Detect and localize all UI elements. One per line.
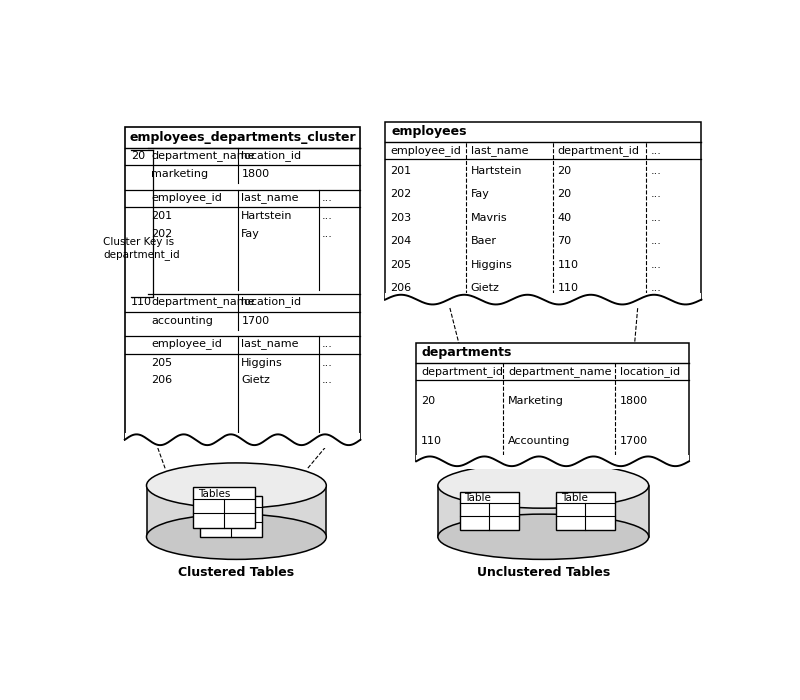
Text: Fay: Fay [242, 229, 260, 239]
Text: ...: ... [322, 211, 333, 221]
Text: ...: ... [650, 283, 662, 293]
Text: 205: 205 [151, 358, 173, 368]
Text: 1700: 1700 [619, 436, 648, 446]
Text: department_id: department_id [421, 366, 503, 377]
FancyBboxPatch shape [386, 122, 702, 300]
Text: Baer: Baer [470, 236, 497, 246]
Text: Higgins: Higgins [470, 260, 513, 270]
Text: 20: 20 [421, 395, 435, 406]
FancyBboxPatch shape [125, 433, 360, 448]
Text: 1800: 1800 [619, 395, 648, 406]
Text: ...: ... [322, 193, 333, 202]
Text: 20: 20 [558, 190, 572, 200]
Text: ...: ... [322, 375, 333, 386]
Text: 206: 206 [390, 283, 411, 293]
Text: location_id: location_id [242, 150, 302, 161]
Text: location_id: location_id [242, 297, 302, 307]
Text: Table: Table [465, 493, 491, 503]
Text: Higgins: Higgins [242, 358, 283, 368]
Text: 110: 110 [131, 297, 152, 307]
Text: ...: ... [650, 260, 662, 270]
Ellipse shape [146, 514, 326, 559]
Text: Clustered Tables: Clustered Tables [178, 566, 294, 579]
Text: 205: 205 [390, 260, 411, 270]
FancyBboxPatch shape [201, 496, 262, 536]
Text: last_name: last_name [242, 193, 299, 203]
Text: Mavris: Mavris [470, 213, 507, 223]
Polygon shape [438, 486, 649, 537]
Polygon shape [146, 486, 326, 537]
Text: department_id: department_id [558, 146, 639, 156]
Text: 20: 20 [558, 166, 572, 176]
Ellipse shape [146, 463, 326, 508]
Text: 20: 20 [131, 150, 145, 160]
Text: ...: ... [650, 166, 662, 176]
Text: department_name: department_name [151, 150, 255, 161]
Text: employees: employees [391, 125, 467, 139]
Text: location_id: location_id [619, 366, 680, 377]
Text: employee_id: employee_id [151, 193, 222, 203]
Text: ...: ... [650, 213, 662, 223]
Text: 110: 110 [421, 436, 442, 446]
Text: employee_id: employee_id [151, 339, 222, 349]
FancyBboxPatch shape [193, 487, 255, 528]
Text: Unclustered Tables: Unclustered Tables [477, 566, 610, 579]
Text: marketing: marketing [151, 169, 209, 179]
Text: 110: 110 [558, 283, 578, 293]
Text: ...: ... [650, 190, 662, 200]
Ellipse shape [438, 463, 649, 508]
Text: last_name: last_name [242, 339, 299, 349]
Text: ...: ... [322, 339, 333, 349]
Text: Gietz: Gietz [242, 375, 270, 386]
Text: 202: 202 [151, 229, 173, 239]
Text: Tables: Tables [198, 489, 230, 498]
Text: Marketing: Marketing [508, 395, 564, 406]
Text: department_name: department_name [151, 297, 255, 307]
Text: ...: ... [650, 146, 662, 156]
FancyBboxPatch shape [125, 127, 360, 440]
Text: Hartstein: Hartstein [242, 211, 293, 221]
Text: department_name: department_name [508, 366, 611, 377]
Text: Gietz: Gietz [470, 283, 500, 293]
FancyBboxPatch shape [386, 293, 702, 307]
Text: last_name: last_name [470, 146, 528, 156]
Text: 202: 202 [390, 190, 411, 200]
Text: 40: 40 [558, 213, 572, 223]
FancyBboxPatch shape [416, 343, 689, 461]
Text: 203: 203 [390, 213, 411, 223]
Text: employees_departments_cluster: employees_departments_cluster [130, 131, 356, 144]
Text: 201: 201 [390, 166, 411, 176]
Text: 206: 206 [151, 375, 173, 386]
FancyBboxPatch shape [416, 455, 689, 469]
Text: employee_id: employee_id [390, 146, 461, 156]
FancyBboxPatch shape [556, 492, 614, 530]
Text: departments: departments [422, 346, 512, 360]
FancyBboxPatch shape [459, 492, 518, 530]
Text: 70: 70 [558, 236, 572, 246]
Text: ...: ... [650, 236, 662, 246]
Text: 204: 204 [390, 236, 411, 246]
Text: 1800: 1800 [242, 169, 270, 179]
Ellipse shape [438, 514, 649, 559]
Text: 1700: 1700 [242, 316, 270, 326]
Text: 110: 110 [558, 260, 578, 270]
Text: Table: Table [561, 493, 587, 503]
Text: ...: ... [322, 358, 333, 368]
Text: 201: 201 [151, 211, 173, 221]
Text: accounting: accounting [151, 316, 214, 326]
Text: Cluster Key is
department_id: Cluster Key is department_id [103, 237, 180, 260]
Text: ...: ... [322, 229, 333, 239]
Text: Fay: Fay [470, 190, 490, 200]
Text: Accounting: Accounting [508, 436, 570, 446]
Text: Hartstein: Hartstein [470, 166, 522, 176]
